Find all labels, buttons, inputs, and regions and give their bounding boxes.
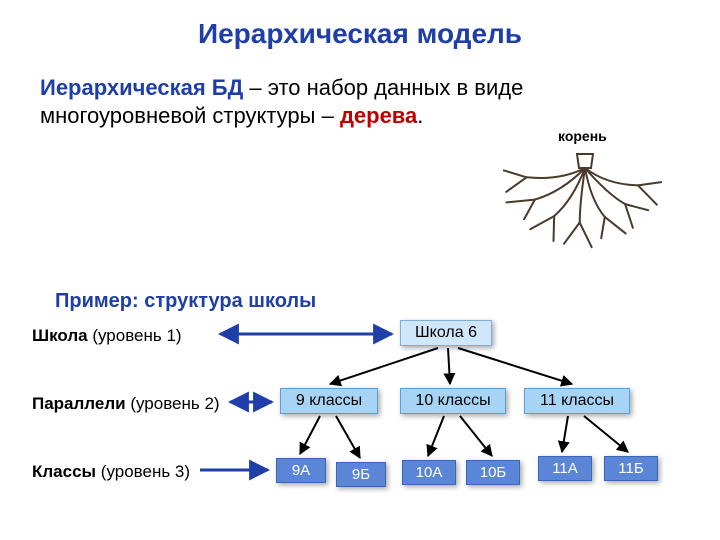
page-title: Иерархическая модель bbox=[0, 18, 720, 50]
level-label-1: Школа (уровень 1) bbox=[32, 326, 182, 346]
definition-rest1: – это набор данных в виде bbox=[243, 75, 523, 100]
level3-rest: (уровень 3) bbox=[96, 462, 190, 481]
slide: Иерархическая модель Иерархическая БД – … bbox=[0, 0, 720, 540]
definition-bold: Иерархическая БД bbox=[40, 75, 243, 100]
level2-rest: (уровень 2) bbox=[126, 394, 220, 413]
node-11b: 11Б bbox=[604, 456, 658, 481]
node-9a: 9А bbox=[276, 458, 326, 483]
level3-bold: Классы bbox=[32, 462, 96, 481]
node-grade9: 9 классы bbox=[280, 388, 378, 414]
definition-plain2: многоуровневой структуры – bbox=[40, 103, 340, 128]
root-label: корень bbox=[558, 128, 607, 144]
level2-bold: Параллели bbox=[32, 394, 126, 413]
node-grade10: 10 классы bbox=[400, 388, 506, 414]
definition-suffix: . bbox=[417, 103, 423, 128]
node-10a: 10А bbox=[402, 460, 456, 485]
definition-emph: дерева bbox=[340, 103, 417, 128]
node-9b: 9Б bbox=[336, 462, 386, 487]
node-11a: 11А bbox=[538, 456, 592, 481]
level-label-2: Параллели (уровень 2) bbox=[32, 394, 220, 414]
definition-line1: Иерархическая БД – это набор данных в ви… bbox=[40, 75, 523, 101]
level-label-3: Классы (уровень 3) bbox=[32, 462, 190, 482]
level1-bold: Школа bbox=[32, 326, 88, 345]
node-school: Школа 6 bbox=[400, 320, 492, 346]
node-grade11: 11 классы bbox=[524, 388, 630, 414]
example-title: Пример: структура школы bbox=[55, 290, 316, 313]
node-10b: 10Б bbox=[466, 460, 520, 485]
definition-line2: многоуровневой структуры – дерева. bbox=[40, 103, 423, 129]
level1-rest: (уровень 1) bbox=[88, 326, 182, 345]
